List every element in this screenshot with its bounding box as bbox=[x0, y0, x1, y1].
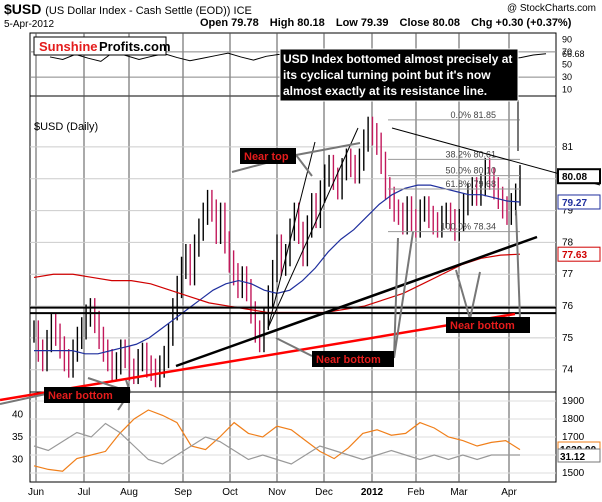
bottom-last-value-label: 31.12 bbox=[560, 452, 585, 463]
fib-label: 0.0% 81.85 bbox=[450, 110, 496, 120]
price-tick-label: 77 bbox=[562, 269, 574, 280]
callout-pointer bbox=[295, 154, 313, 177]
x-tick-label: Oct bbox=[222, 487, 238, 498]
x-tick-label: Nov bbox=[268, 487, 286, 498]
sunshine-logo: Sunshine Profits.com bbox=[33, 36, 171, 56]
rsi-tick-label: 66.68 bbox=[562, 49, 585, 59]
x-tick-label: Sep bbox=[174, 487, 192, 498]
last-value-box bbox=[557, 246, 601, 262]
callout-pointer bbox=[515, 209, 521, 320]
rsi-tick-label: 10 bbox=[562, 85, 572, 95]
quote-line: Open 79.78 High 80.18 Low 79.39 Close 80… bbox=[200, 17, 579, 29]
rsi-tick-label: 30 bbox=[562, 72, 572, 82]
bottom-left-tick-label: 30 bbox=[12, 455, 24, 466]
price-tick-label: 76 bbox=[562, 301, 574, 312]
last-value-label: 77.63 bbox=[562, 250, 587, 261]
chart-title: $USD (US Dollar Index - Cash Settle (EOD… bbox=[4, 1, 252, 17]
logo-profits: Profits.com bbox=[99, 39, 171, 54]
callout-pointer bbox=[455, 269, 471, 320]
logo-sunshine: Sunshine bbox=[39, 39, 98, 54]
bottom-last-value-box bbox=[557, 448, 601, 463]
rising-support-line bbox=[175, 235, 538, 368]
fib-label: 38.2% 80.61 bbox=[445, 149, 496, 159]
price-tick-label: 81 bbox=[562, 142, 574, 153]
low-value: Low 79.39 bbox=[335, 17, 389, 29]
symbol-description: (US Dollar Index - Cash Settle (EOD)) IC… bbox=[45, 5, 252, 17]
fan-line bbox=[267, 141, 316, 329]
near-bottom-left-label: Near bottom bbox=[48, 390, 113, 402]
rsi-tick-label: 70 bbox=[562, 47, 572, 57]
x-tick-label: Jun bbox=[28, 487, 44, 498]
callout-pointer bbox=[295, 142, 361, 156]
x-tick-label: Mar bbox=[450, 487, 468, 498]
fan-line bbox=[267, 127, 359, 329]
open-value: Open 79.78 bbox=[200, 17, 259, 29]
callout-pointer bbox=[0, 393, 47, 405]
near-bottom-mid-label: Near bottom bbox=[316, 354, 381, 366]
callout-pointer bbox=[469, 271, 481, 320]
credit: @ StockCharts.com bbox=[506, 3, 596, 14]
price-panel-title: $USD (Daily) bbox=[34, 121, 98, 133]
bottom-right-tick-label: 1900 bbox=[562, 396, 585, 407]
bottom-left-tick-label: 40 bbox=[12, 410, 24, 421]
gold-line bbox=[33, 409, 521, 472]
rsi-tick-label: 50 bbox=[562, 60, 572, 70]
close-value: Close 80.08 bbox=[399, 17, 461, 29]
near-bottom-right-box bbox=[446, 317, 530, 333]
price-tick-label: 78 bbox=[562, 237, 574, 248]
x-tick-label: Aug bbox=[120, 487, 138, 498]
bottom-left-tick-label: 35 bbox=[12, 432, 24, 443]
callout-pointer bbox=[275, 337, 313, 357]
chart-marks: Jun Jul Aug Sep Oct Nov Dec 2012 Feb Mar Apr 90 7066… bbox=[0, 34, 601, 498]
x-tick-label: Dec bbox=[315, 487, 333, 498]
last-value-label: 79.27 bbox=[562, 198, 587, 209]
chart-date: 5-Apr-2012 bbox=[4, 19, 55, 30]
bottom-right-tick-label: 1700 bbox=[562, 432, 585, 443]
symbol: $USD bbox=[4, 1, 42, 17]
change-value: Chg +0.30 (+0.37%) bbox=[471, 17, 572, 29]
near-top-box bbox=[240, 148, 296, 164]
last-value-label: 80.08 bbox=[562, 172, 587, 183]
long-support-line bbox=[0, 312, 516, 402]
high-value: High 80.18 bbox=[269, 17, 325, 29]
main-note: USD Index bottomed almost precisely at i… bbox=[283, 52, 513, 98]
price-tick-label: 74 bbox=[562, 365, 574, 376]
fib-label: 50.0% 80.10 bbox=[445, 166, 496, 176]
fib-label: 61.8% 79.68 bbox=[445, 179, 496, 189]
bottom-right-tick-label: 1800 bbox=[562, 414, 585, 425]
callout-pointer bbox=[393, 237, 399, 359]
fib-label: 100.0% 78.34 bbox=[440, 222, 496, 232]
x-tick-label: Apr bbox=[501, 487, 517, 498]
price-panel-frame bbox=[29, 95, 557, 393]
x-tick-label: 2012 bbox=[361, 487, 384, 498]
near-top-label: Near top bbox=[244, 151, 289, 163]
callout-pointer bbox=[393, 231, 414, 359]
near-bottom-left-box bbox=[44, 387, 130, 403]
last-value-box bbox=[557, 168, 601, 185]
near-bottom-right-label: Near bottom bbox=[450, 320, 515, 332]
near-bottom-mid-box bbox=[312, 351, 394, 367]
rsi-tick-label: 90 bbox=[562, 34, 572, 44]
main-note-box bbox=[279, 48, 519, 102]
x-tick-label: Feb bbox=[407, 487, 425, 498]
indicator-line bbox=[33, 422, 520, 465]
bottom-right-tick-label: 1500 bbox=[562, 468, 585, 479]
last-value-box bbox=[557, 194, 601, 210]
x-tick-label: Jul bbox=[78, 487, 91, 498]
price-tick-label: 79 bbox=[562, 206, 574, 217]
price-tick-label: 75 bbox=[562, 333, 574, 344]
